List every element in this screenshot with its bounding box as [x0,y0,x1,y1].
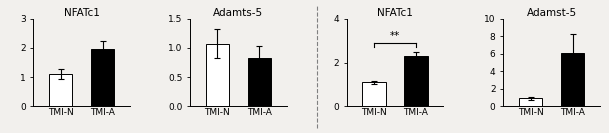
Text: **: ** [390,31,400,41]
Title: NFATc1: NFATc1 [377,8,413,18]
Bar [206,44,229,106]
Bar [91,49,114,106]
Bar [362,82,385,106]
Bar [248,58,271,106]
Bar [519,99,542,106]
Title: Adamts-5: Adamts-5 [213,8,264,18]
Bar [404,56,428,106]
Bar [49,74,72,106]
Bar [561,53,584,106]
Title: NFATc1: NFATc1 [64,8,100,18]
Title: Adamst-5: Adamst-5 [526,8,577,18]
